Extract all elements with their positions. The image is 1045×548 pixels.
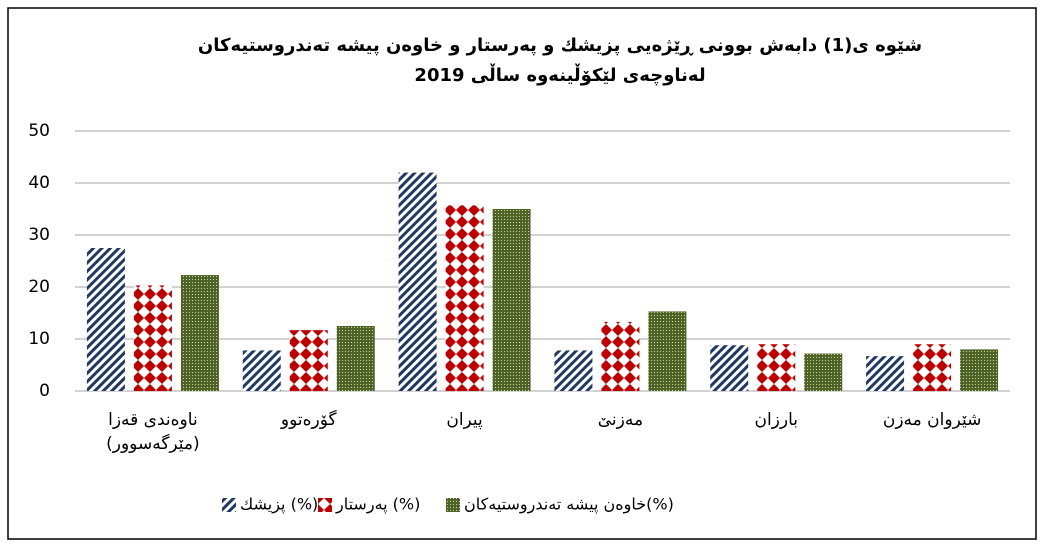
x-tick-label: بارزان — [754, 410, 799, 430]
x-tick-label: مەزنێ — [597, 410, 644, 430]
bar — [866, 356, 905, 391]
chart-title: شێوە ی(1) دابەش بوونی ڕێژەیی پزیشك و پەر… — [198, 35, 922, 56]
y-tick-label: 0 — [39, 381, 50, 401]
bar — [133, 285, 172, 391]
legend-swatch — [222, 498, 236, 512]
bar — [492, 209, 531, 391]
bar — [180, 275, 219, 391]
bar — [648, 311, 687, 391]
bar — [445, 205, 484, 391]
bar — [398, 172, 437, 391]
legend-label: پەرستار (%) — [335, 495, 420, 515]
y-tick-label: 40 — [28, 173, 50, 193]
bar — [757, 344, 796, 391]
y-tick-label: 30 — [28, 225, 50, 245]
y-tick-label: 10 — [28, 329, 50, 349]
legend-swatch — [446, 498, 460, 512]
bar — [913, 344, 952, 391]
frame — [7, 7, 1037, 540]
legend-label: پزیشك (%) — [240, 495, 318, 515]
x-tick-label: گۆرەتوو — [280, 410, 337, 430]
bar — [242, 350, 281, 391]
bar — [289, 330, 328, 391]
x-tick-label: شێروان مەزن — [882, 410, 982, 430]
bar — [86, 248, 125, 391]
x-tick-label: پیران — [446, 410, 483, 430]
y-tick-label: 50 — [28, 121, 50, 141]
bar — [336, 326, 375, 391]
legend-swatch — [318, 498, 332, 512]
bar — [960, 349, 999, 391]
bar — [710, 345, 749, 391]
x-tick-label: ناوەندی قەزا (مێرگەسوور) — [106, 410, 200, 454]
legend-label: خاوەن پیشە تەندروستیەكان(%) — [464, 495, 674, 515]
chart-title: لەناوچەی لێكۆڵینەوە ساڵی 2019 — [414, 63, 705, 86]
bar — [804, 353, 843, 391]
bar — [554, 350, 593, 391]
y-tick-label: 20 — [28, 277, 50, 297]
bar — [601, 321, 640, 391]
